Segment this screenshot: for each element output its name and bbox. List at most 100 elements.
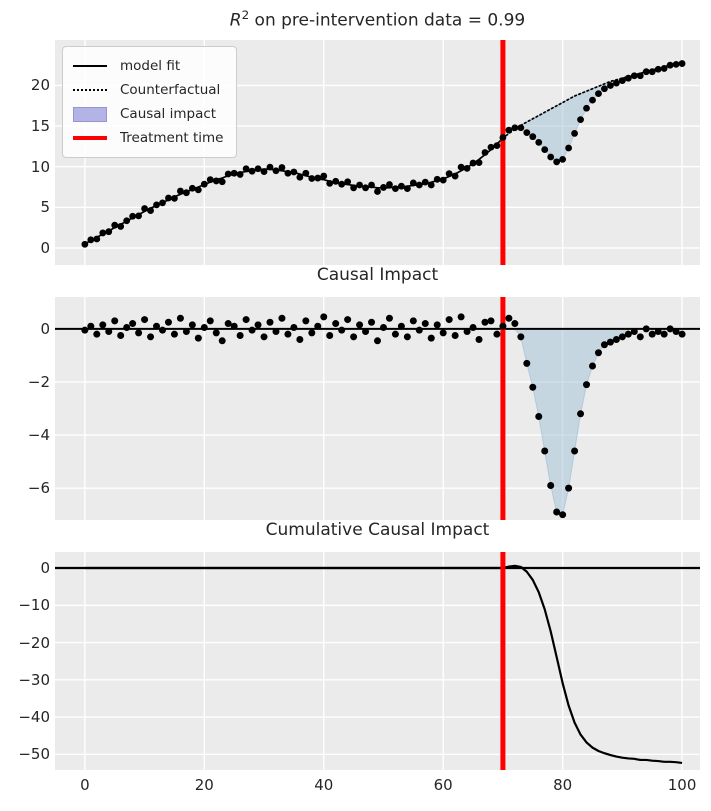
data-point: [266, 163, 274, 171]
data-point: [391, 330, 399, 338]
data-point: [230, 169, 238, 177]
data-point: [224, 170, 232, 178]
data-point: [379, 324, 387, 332]
impact-points: [81, 313, 686, 519]
data-point: [493, 142, 501, 149]
observed-points: [81, 60, 686, 248]
red-line-icon: [73, 136, 107, 140]
data-point: [296, 335, 304, 343]
y-tick-label: −20: [18, 633, 50, 652]
data-point: [451, 331, 459, 339]
data-point: [666, 61, 674, 69]
legend-label: Treatment time: [120, 130, 224, 146]
y-tick-label: 20: [30, 76, 50, 95]
data-point: [165, 194, 172, 202]
data-point: [385, 314, 393, 322]
data-point: [206, 317, 214, 325]
data-point: [678, 330, 686, 338]
data-point: [308, 329, 316, 337]
data-point: [553, 508, 561, 516]
data-point: [356, 181, 363, 189]
data-point: [445, 316, 453, 324]
data-point: [589, 362, 596, 370]
data-point: [200, 180, 208, 188]
data-point: [505, 126, 513, 134]
data-point: [218, 178, 226, 186]
data-point: [511, 124, 519, 132]
data-point: [457, 313, 465, 321]
legend-item-counterfactual: Counterfactual: [73, 78, 224, 102]
data-point: [266, 318, 274, 326]
data-point: [117, 223, 125, 230]
data-point: [200, 324, 208, 332]
data-point: [81, 326, 89, 334]
data-point: [230, 322, 238, 330]
data-point: [284, 169, 292, 177]
data-point: [290, 168, 298, 176]
data-point: [577, 410, 585, 418]
data-point: [182, 189, 190, 197]
x-tick-label: 0: [80, 776, 90, 794]
data-point: [451, 172, 459, 180]
data-point: [296, 173, 304, 181]
data-point: [439, 329, 447, 337]
data-point: [368, 181, 375, 189]
data-point: [350, 184, 358, 192]
data-point: [487, 143, 495, 151]
data-point: [427, 334, 435, 342]
data-point: [182, 328, 190, 336]
data-point: [236, 331, 244, 339]
y-tick-label: −4: [27, 426, 50, 445]
data-point: [577, 116, 584, 124]
data-point: [541, 447, 549, 455]
data-point: [469, 324, 477, 332]
data-point: [642, 325, 650, 333]
data-point: [559, 511, 567, 519]
y-tick-label: −2: [27, 372, 50, 391]
data-point: [350, 333, 358, 341]
data-point: [595, 90, 602, 98]
data-point: [535, 138, 543, 146]
data-point: [224, 320, 232, 328]
data-point: [427, 181, 435, 189]
data-point: [571, 130, 578, 137]
bottom-chart-title: Cumulative Causal Impact: [265, 520, 490, 540]
data-point: [242, 165, 250, 173]
data-point: [248, 326, 256, 334]
data-point: [194, 186, 202, 194]
data-point: [326, 331, 334, 339]
data-point: [594, 349, 602, 357]
data-point: [648, 68, 656, 76]
data-point: [284, 330, 292, 338]
data-point: [529, 383, 537, 391]
data-point: [636, 333, 644, 341]
data-point: [547, 153, 555, 161]
data-point: [630, 72, 638, 80]
data-point: [612, 335, 620, 343]
solid-line-icon: [73, 65, 107, 67]
data-point: [386, 181, 393, 188]
dotted-line-icon: [73, 89, 107, 91]
data-point: [212, 329, 220, 337]
data-point: [272, 328, 280, 336]
title-r-symbol: R: [229, 10, 242, 31]
data-point: [111, 317, 119, 325]
data-point: [654, 328, 662, 336]
data-point: [302, 317, 310, 325]
data-point: [344, 178, 352, 186]
data-point: [93, 235, 101, 243]
data-point: [123, 217, 131, 225]
data-point: [380, 184, 387, 191]
data-point: [87, 322, 95, 330]
y-tick-label: 5: [40, 198, 50, 217]
data-point: [672, 60, 680, 68]
data-point: [171, 194, 178, 202]
data-point: [176, 314, 184, 322]
data-point: [99, 321, 107, 329]
data-point: [177, 187, 184, 195]
data-point: [105, 328, 113, 336]
data-point: [565, 144, 573, 152]
middle-chart-title: Causal Impact: [316, 265, 439, 285]
data-point: [164, 318, 172, 326]
